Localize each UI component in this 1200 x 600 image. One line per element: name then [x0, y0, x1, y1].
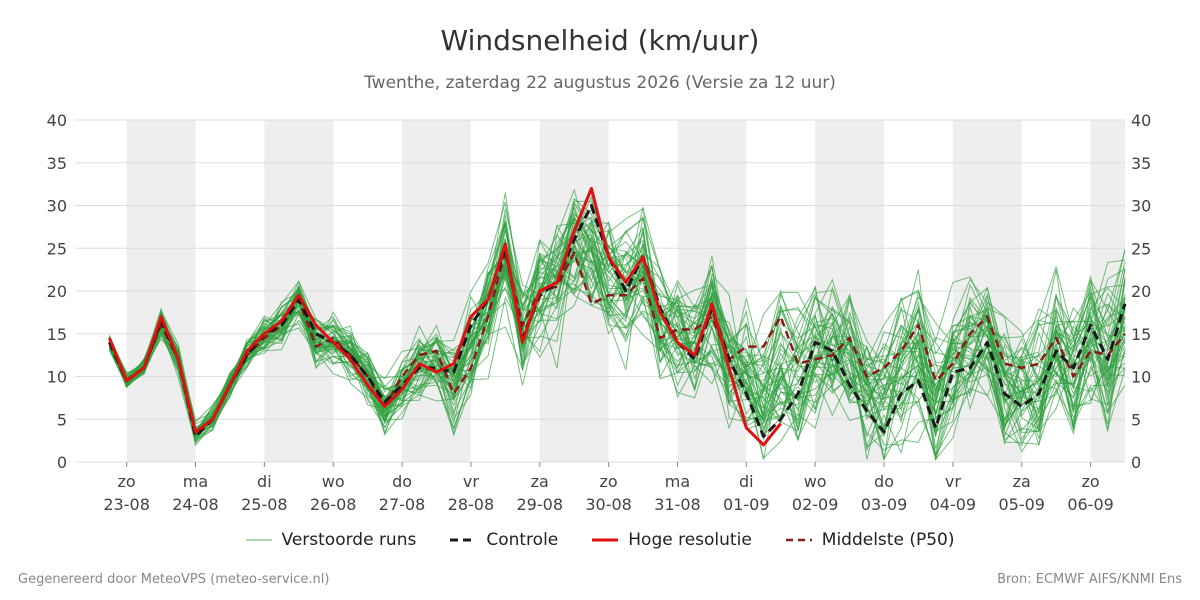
- legend-perturbed-label: Verstoorde runs: [281, 530, 417, 550]
- x-tick-day: za: [1013, 472, 1031, 491]
- legend-perturbed-swatch: [245, 539, 272, 541]
- x-tick-date: 25-08: [241, 495, 288, 514]
- x-tick-day: di: [739, 472, 754, 491]
- y-tick-label-left: 10: [47, 368, 67, 387]
- y-tick-label-right: 20: [1131, 282, 1151, 301]
- legend-hires-label: Hoge resolutie: [628, 530, 752, 550]
- x-tick-day: zo: [600, 472, 618, 491]
- perturbed-run: [108, 201, 1126, 435]
- x-tick-day: wo: [322, 472, 345, 491]
- chart-subtitle: Twenthe, zaterdag 22 augustus 2026 (Vers…: [364, 73, 836, 93]
- median-line: [108, 251, 1126, 434]
- perturbed-run: [108, 218, 1126, 433]
- x-tick-day: za: [531, 472, 549, 491]
- y-tick-label-right: 35: [1131, 154, 1151, 173]
- y-tick-label-right: 30: [1131, 197, 1151, 216]
- control-line: [108, 204, 1127, 438]
- y-tick-label-left: 15: [47, 325, 67, 344]
- x-tick-date: 30-08: [585, 495, 632, 514]
- y-tick-label-right: 0: [1131, 453, 1141, 472]
- legend-control-label: Controle: [486, 530, 559, 550]
- x-tick-day: di: [257, 472, 272, 491]
- x-tick-date: 23-08: [103, 495, 150, 514]
- x-tick-day: do: [392, 472, 412, 491]
- y-tick-label-right: 10: [1131, 368, 1151, 387]
- y-axis-right: 0 5 10 15 20 25 30 35 40: [1131, 111, 1151, 472]
- legend-item-control[interactable]: Controle: [450, 530, 558, 550]
- x-tick-date: 27-08: [379, 495, 426, 514]
- x-tick-day: vr: [945, 472, 961, 491]
- perturbed-run: [108, 211, 1126, 434]
- perturbed-run: [108, 246, 1126, 439]
- legend-control-swatch: [450, 538, 477, 542]
- y-tick-label-left: 35: [47, 154, 67, 173]
- x-tick-date: 06-09: [1067, 495, 1114, 514]
- legend-median-swatch: [785, 538, 812, 542]
- perturbed-run: [108, 208, 1126, 460]
- y-tick-label-left: 5: [57, 410, 67, 429]
- perturbed-run: [108, 253, 1126, 445]
- x-tick-day: do: [874, 472, 894, 491]
- x-tick-date: 03-09: [861, 495, 908, 514]
- y-tick-label-left: 0: [57, 453, 67, 472]
- x-tick-date: 24-08: [172, 495, 219, 514]
- y-tick-label-right: 25: [1131, 239, 1151, 258]
- perturbed-run: [108, 195, 1126, 442]
- x-tick-date: 01-09: [723, 495, 770, 514]
- legend-hires-swatch: [592, 538, 619, 542]
- perturbed-run: [108, 239, 1126, 441]
- x-tick-date: 05-09: [998, 495, 1045, 514]
- x-tick-day: vr: [463, 472, 479, 491]
- footer-source: Bron: ECMWF AIFS/KNMI Ens: [997, 572, 1182, 587]
- legend-median-label: Middelste (P50): [821, 530, 955, 550]
- footer-credit: Gegenereerd door MeteoVPS (meteo-service…: [18, 572, 330, 587]
- x-tick-day: zo: [118, 472, 136, 491]
- x-tick-date: 28-08: [448, 495, 495, 514]
- x-axis: zo 23-08 ma 24-08 di 25-08 wo 26-08 do 27-08 vr 28-…: [103, 462, 1114, 514]
- main-series: [108, 186, 1127, 447]
- x-tick-date: 31-08: [654, 495, 701, 514]
- chart-title: Windsnelheid (km/uur): [440, 24, 760, 57]
- y-tick-label-left: 20: [47, 282, 67, 301]
- y-tick-label-right: 15: [1131, 325, 1151, 344]
- x-tick-date: 04-09: [930, 495, 977, 514]
- y-tick-label-left: 40: [47, 111, 67, 130]
- legend-item-median[interactable]: Middelste (P50): [785, 530, 955, 550]
- x-tick-date: 26-08: [310, 495, 357, 514]
- x-tick-date: 29-08: [517, 495, 564, 514]
- hires-line: [108, 186, 782, 447]
- x-tick-day: zo: [1081, 472, 1099, 491]
- y-axis-left: 0 5 10 15 20 25 30 35 40: [47, 111, 67, 472]
- legend: Verstoorde runs Controle Hoge resolutie …: [0, 530, 1200, 550]
- y-tick-label-right: 40: [1131, 111, 1151, 130]
- legend-item-perturbed[interactable]: Verstoorde runs: [245, 530, 417, 550]
- x-tick-day: ma: [183, 472, 208, 491]
- x-tick-day: ma: [665, 472, 690, 491]
- legend-item-hires[interactable]: Hoge resolutie: [592, 530, 752, 550]
- y-tick-label-left: 25: [47, 239, 67, 258]
- x-tick-date: 02-09: [792, 495, 839, 514]
- x-tick-day: wo: [804, 472, 827, 491]
- y-tick-label-right: 5: [1131, 410, 1141, 429]
- perturbed-run: [108, 197, 1126, 460]
- perturbed-run: [108, 238, 1126, 446]
- y-tick-label-left: 30: [47, 197, 67, 216]
